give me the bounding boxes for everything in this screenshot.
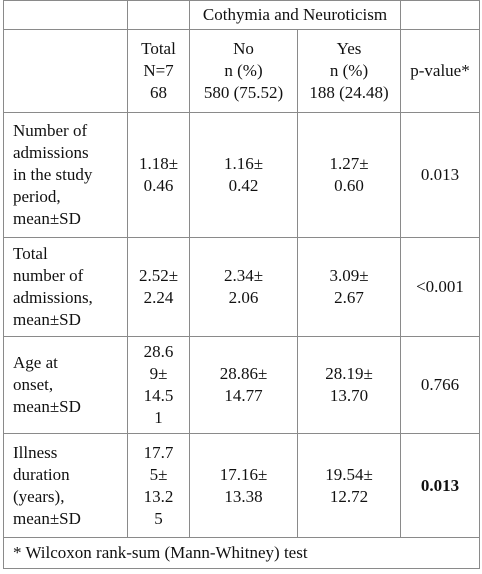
table-row: Total number of admissions, mean±SD 2.52… <box>3 237 480 337</box>
table-row: Number of admissions in the study period… <box>3 112 480 238</box>
row-label: Illness duration (years), mean±SD <box>3 433 128 538</box>
pvalue-column-header: p-value* <box>400 29 480 113</box>
header-empty-cell <box>3 0 128 30</box>
table-row: Illness duration (years), mean±SD 17.7 5… <box>3 433 480 538</box>
footnote: * Wilcoxon rank-sum (Mann-Whitney) test <box>3 537 480 569</box>
total-cell: 17.7 5± 13.2 5 <box>127 433 190 538</box>
no-cell: 2.34± 2.06 <box>189 237 298 337</box>
pvalue-cell: 0.013 <box>400 433 480 538</box>
yes-cell: 3.09± 2.67 <box>297 237 401 337</box>
header-empty-cell <box>3 29 128 113</box>
results-table: Cothymia and Neuroticism Total N=7 68 No… <box>3 0 480 569</box>
pvalue-cell: 0.766 <box>400 336 480 434</box>
header-empty-cell <box>400 0 480 30</box>
group-header-cell: Cothymia and Neuroticism <box>189 0 401 30</box>
pvalue-cell: <0.001 <box>400 237 480 337</box>
yes-cell: 19.54± 12.72 <box>297 433 401 538</box>
total-cell: 2.52± 2.24 <box>127 237 190 337</box>
total-cell: 28.6 9± 14.5 1 <box>127 336 190 434</box>
group-header-row: Cothymia and Neuroticism <box>3 0 480 30</box>
yes-column-header: Yes n (%) 188 (24.48) <box>297 29 401 113</box>
table-row: Age at onset, mean±SD 28.6 9± 14.5 1 28.… <box>3 336 480 434</box>
no-cell: 28.86± 14.77 <box>189 336 298 434</box>
total-cell: 1.18± 0.46 <box>127 112 190 238</box>
row-label: Number of admissions in the study period… <box>3 112 128 238</box>
no-column-header: No n (%) 580 (75.52) <box>189 29 298 113</box>
yes-cell: 1.27± 0.60 <box>297 112 401 238</box>
row-label: Total number of admissions, mean±SD <box>3 237 128 337</box>
row-label: Age at onset, mean±SD <box>3 336 128 434</box>
no-cell: 17.16± 13.38 <box>189 433 298 538</box>
footnote-row: * Wilcoxon rank-sum (Mann-Whitney) test <box>3 537 480 569</box>
header-empty-cell <box>127 0 190 30</box>
column-header-row: Total N=7 68 No n (%) 580 (75.52) Yes n … <box>3 29 480 113</box>
no-cell: 1.16± 0.42 <box>189 112 298 238</box>
pvalue-cell: 0.013 <box>400 112 480 238</box>
yes-cell: 28.19± 13.70 <box>297 336 401 434</box>
total-column-header: Total N=7 68 <box>127 29 190 113</box>
